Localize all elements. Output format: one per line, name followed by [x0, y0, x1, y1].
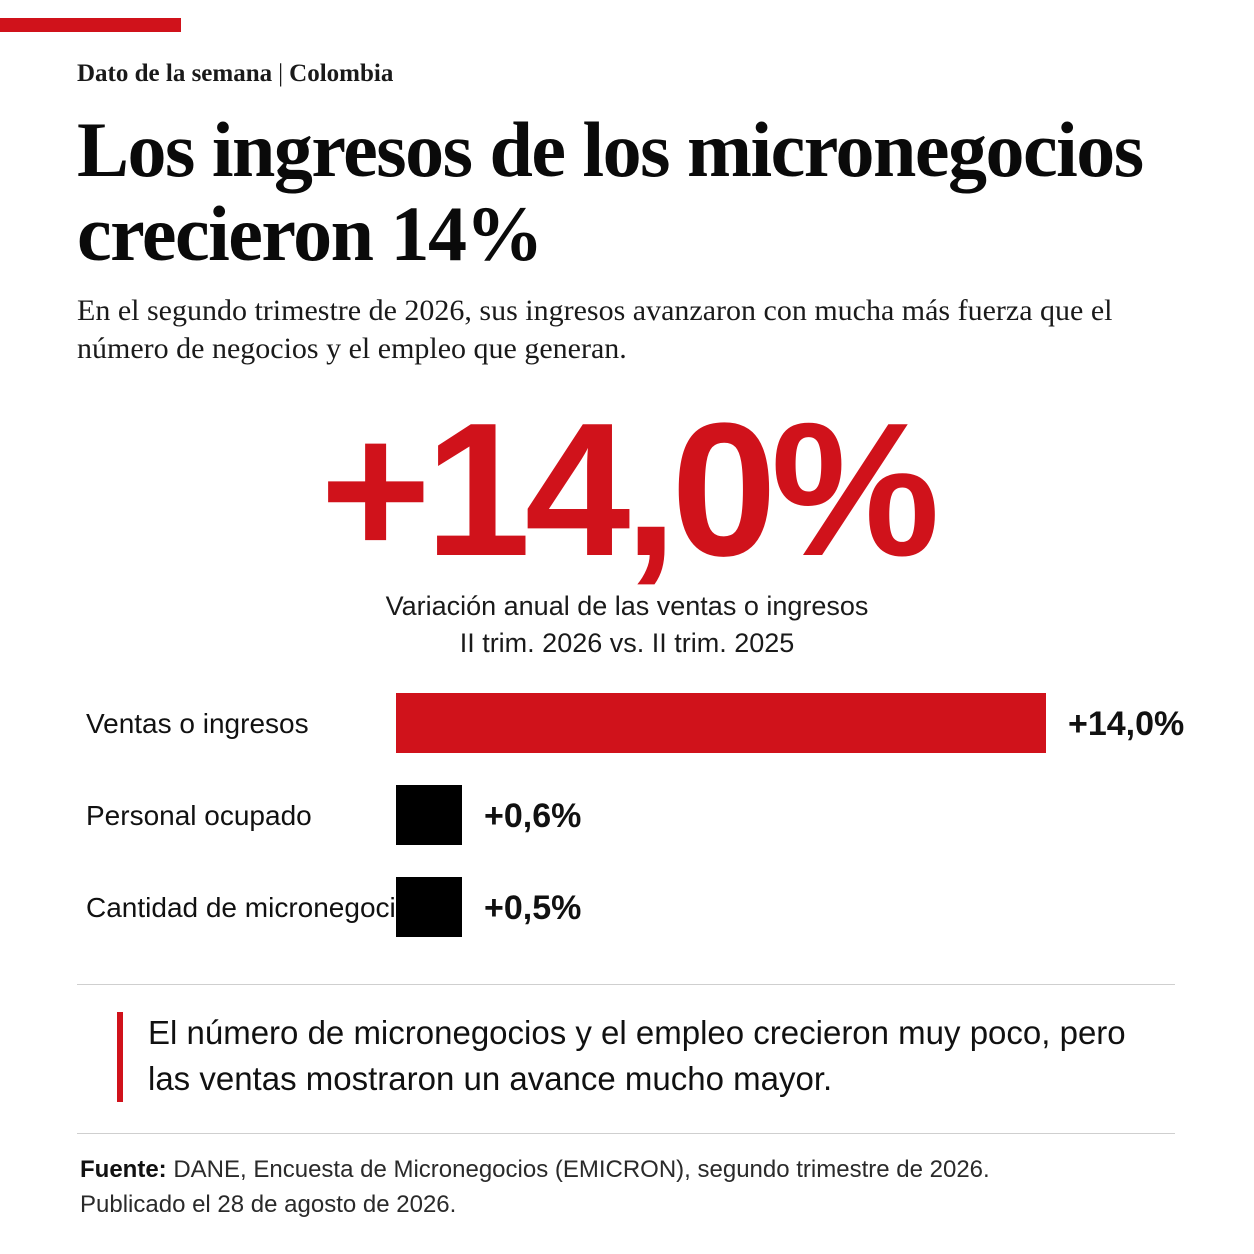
bar: [396, 877, 462, 937]
category-label: Cantidad de micronegocios: [86, 892, 425, 923]
callout-note: El número de micronegocios y el empleo c…: [148, 1014, 1126, 1097]
kicker-section: Dato de la semana: [77, 60, 273, 87]
source-line2: Publicado el 28 de agosto de 2026.: [80, 1191, 457, 1218]
bar: [396, 785, 462, 845]
category-label: Ventas o ingresos: [86, 708, 309, 739]
kpi-value: +14,0%: [320, 384, 940, 596]
kpi-label-line2: II trim. 2026 vs. II trim. 2025: [459, 628, 795, 658]
top-accent-bar: [0, 18, 181, 32]
subheadline: En el segundo trimestre de 2026, sus ing…: [77, 294, 1113, 365]
headline: Los ingresos de los micronegocios crecie…: [77, 106, 1144, 277]
source-label: Fuente:: [80, 1156, 167, 1183]
divider-top: [77, 984, 1175, 985]
source-line1: DANE, Encuesta de Micronegocios (EMICRON…: [173, 1156, 990, 1183]
kpi-label-line1: Variación anual de las ventas o ingresos: [385, 591, 869, 621]
note-accent-bar: [117, 1012, 123, 1102]
bar-chart: Ventas o ingresos +14,0% Personal ocupado +…: [86, 693, 1184, 937]
value-label: +0,6%: [484, 797, 581, 835]
kicker-separator: |: [278, 60, 284, 87]
bar: [396, 693, 1046, 753]
category-label: Personal ocupado: [86, 800, 312, 831]
kicker: Dato de la semana | Colombia: [77, 58, 393, 90]
kpi-label: Variación anual de las ventas o ingresos…: [0, 588, 1254, 662]
value-label: +14,0%: [1068, 705, 1184, 743]
source-note: Fuente: DANE, Encuesta de Micronegocios …: [80, 1152, 1180, 1222]
kicker-country: Colombia: [289, 60, 394, 87]
value-label: +0,5%: [484, 889, 581, 927]
divider-bottom: [77, 1133, 1175, 1134]
